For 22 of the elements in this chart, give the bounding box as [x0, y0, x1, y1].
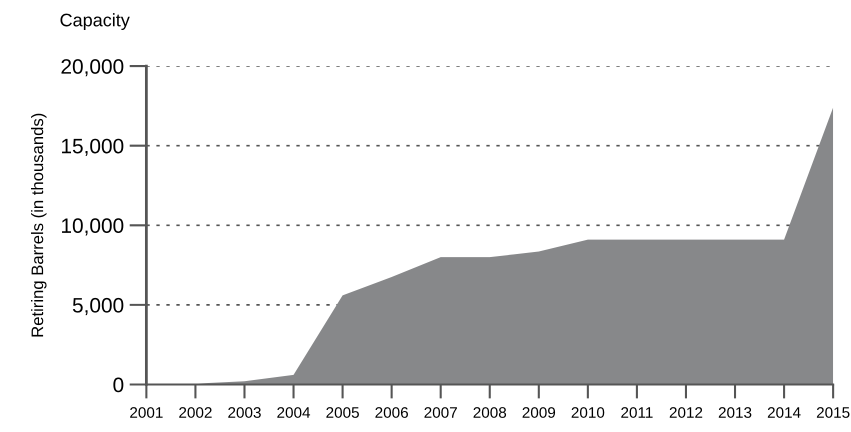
x-tick-label: 2009 — [522, 407, 556, 418]
y-tick-label: 20,000 — [61, 59, 124, 76]
x-tick-label: 2003 — [228, 407, 261, 418]
x-tick-label: 2010 — [572, 407, 604, 418]
x-tick-label: 2015 — [816, 407, 850, 418]
x-tick-label: 2006 — [375, 407, 408, 418]
x-tick-label: 2011 — [621, 407, 653, 418]
y-tick-label: 15,000 — [62, 138, 124, 156]
y-tick-label: 0 — [113, 377, 124, 392]
x-tick-label: 2008 — [474, 407, 506, 418]
x-tick-label: 2001 — [130, 407, 163, 418]
y-tick-label: 10,000 — [62, 218, 124, 236]
x-tick-label: 2007 — [424, 407, 457, 418]
x-tick-label: 2012 — [670, 407, 702, 418]
x-tick-label: 2014 — [768, 407, 801, 418]
y-axis-title: Retiring Barrels (in thousands) — [31, 114, 47, 336]
x-tick-label: 2002 — [179, 407, 212, 418]
y-tick-label: 5,000 — [72, 298, 124, 316]
x-tick-label: 2005 — [326, 407, 359, 418]
x-tick-label: 2013 — [718, 407, 752, 418]
chart-title: Capacity — [60, 13, 130, 30]
x-tick-label: 2004 — [277, 407, 310, 418]
